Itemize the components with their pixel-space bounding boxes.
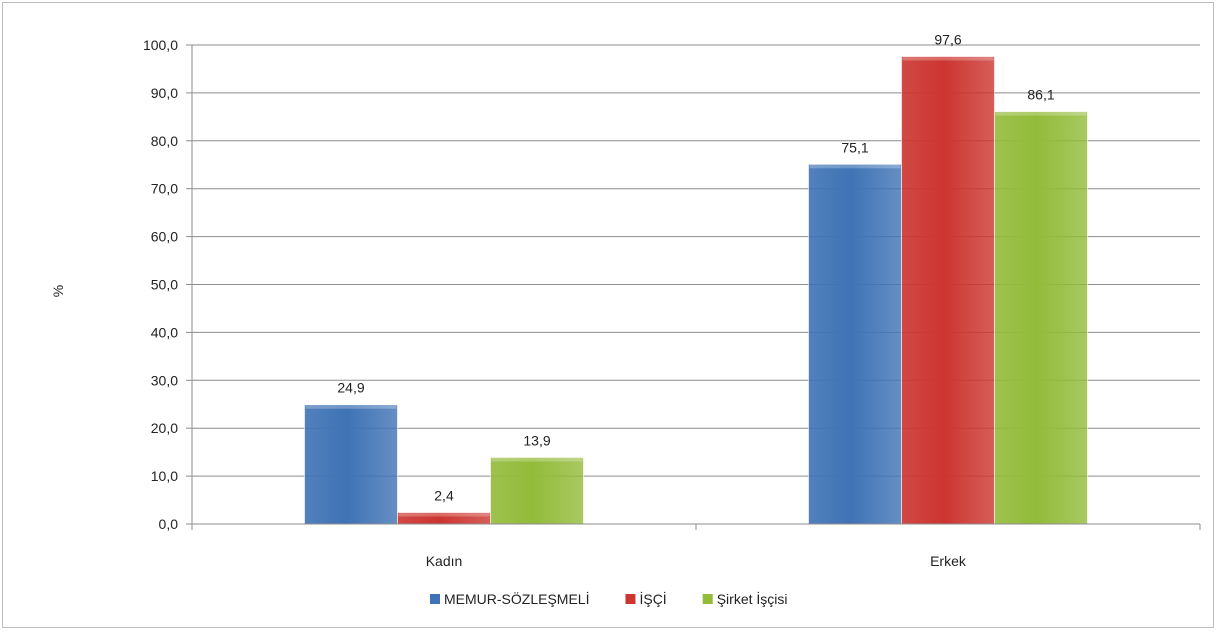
- bar: [490, 457, 584, 525]
- legend-swatch: [430, 594, 440, 604]
- x-category-label: Erkek: [930, 553, 967, 569]
- y-tick-label: 0,0: [159, 516, 179, 532]
- bar-highlight: [995, 111, 1087, 116]
- legend-label: MEMUR-SÖZLEŞMELİ: [444, 590, 589, 607]
- bar: [994, 111, 1088, 525]
- bar-highlight: [398, 512, 490, 517]
- y-tick-label: 90,0: [151, 85, 178, 101]
- data-label: 2,4: [434, 488, 454, 504]
- bar-highlight: [809, 164, 901, 169]
- y-tick-label: 60,0: [151, 229, 178, 245]
- legend-swatch: [702, 594, 713, 604]
- bar: [304, 404, 398, 525]
- y-axis-ticks: 0,0 10,0 20,0 30,0 40,0 50,0 60,0 70,0 80,0 90,0 1…: [143, 37, 193, 532]
- bar-highlight: [902, 56, 994, 61]
- x-category-label: Kadın: [426, 553, 463, 569]
- y-tick-label: 30,0: [151, 372, 178, 388]
- x-axis: Kadın Erkek: [191, 523, 1201, 569]
- y-tick-label: 20,0: [151, 420, 178, 436]
- data-label: 75,1: [841, 139, 868, 155]
- bar-highlight: [305, 404, 397, 409]
- y-axis-title: %: [50, 285, 66, 297]
- legend-label: İŞÇİ: [639, 590, 666, 607]
- bar: [808, 163, 902, 525]
- bars: [304, 56, 1088, 525]
- data-labels: 24,9 2,4 13,9 75,1 97,6 86,1: [337, 31, 1054, 503]
- data-label: 97,6: [934, 31, 961, 47]
- y-tick-label: 80,0: [151, 133, 178, 149]
- data-label: 13,9: [523, 432, 550, 448]
- y-tick-label: 70,0: [151, 181, 178, 197]
- bar-highlight: [491, 457, 583, 462]
- y-tick-label: 10,0: [151, 468, 178, 484]
- data-label: 24,9: [337, 380, 364, 396]
- bar: [901, 56, 995, 525]
- data-label: 86,1: [1027, 87, 1054, 103]
- legend-label: Şirket İşçisi: [717, 590, 788, 607]
- y-tick-label: 100,0: [143, 37, 178, 53]
- legend-swatch: [625, 594, 636, 604]
- y-tick-label: 40,0: [151, 324, 178, 340]
- legend: MEMUR-SÖZLEŞMELİ İŞÇİ Şirket İşçisi: [430, 590, 788, 607]
- y-tick-label: 50,0: [151, 277, 178, 293]
